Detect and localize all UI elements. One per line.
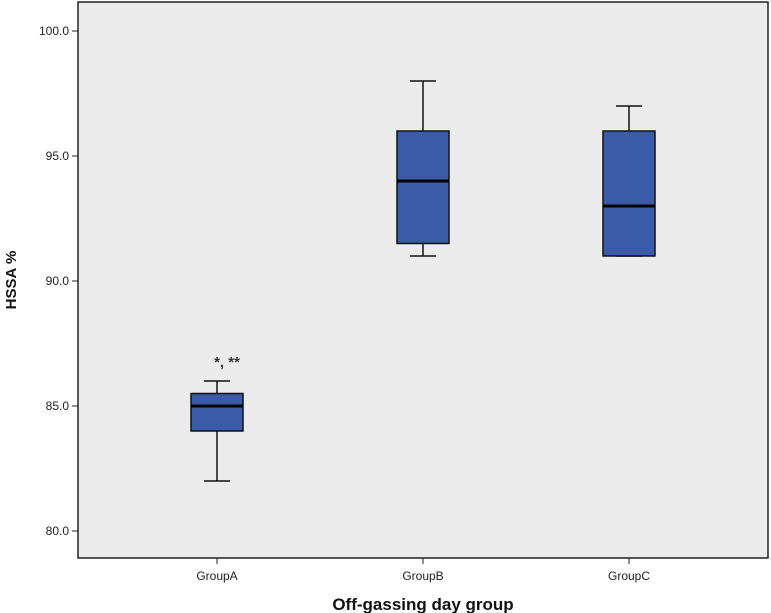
boxes: *, ** [190, 80, 656, 482]
x-axis: GroupA GroupB GroupC [196, 558, 650, 583]
y-axis-title: HSSA % [3, 251, 20, 310]
box-groupb [396, 80, 450, 257]
y-tick-label: 90.0 [46, 274, 70, 288]
iqr-box [396, 130, 450, 245]
y-tick-label: 85.0 [46, 399, 70, 413]
y-tick-label: 80.0 [46, 524, 70, 538]
y-tick-label: 95.0 [46, 149, 70, 163]
y-axis: 80.0 85.0 90.0 95.0 100.0 [39, 24, 78, 538]
iqr-box [190, 392, 244, 432]
x-tick-label: GroupB [402, 569, 443, 583]
significance-annotation: *, ** [214, 354, 240, 371]
iqr-box [602, 130, 656, 257]
box-groupc [602, 105, 656, 257]
x-tick-label: GroupA [196, 569, 237, 583]
x-tick-label: GroupC [608, 569, 650, 583]
y-tick-label: 100.0 [39, 24, 69, 38]
box-groupa: *, ** [190, 354, 244, 482]
x-axis-title: Off-gassing day group [332, 595, 513, 613]
